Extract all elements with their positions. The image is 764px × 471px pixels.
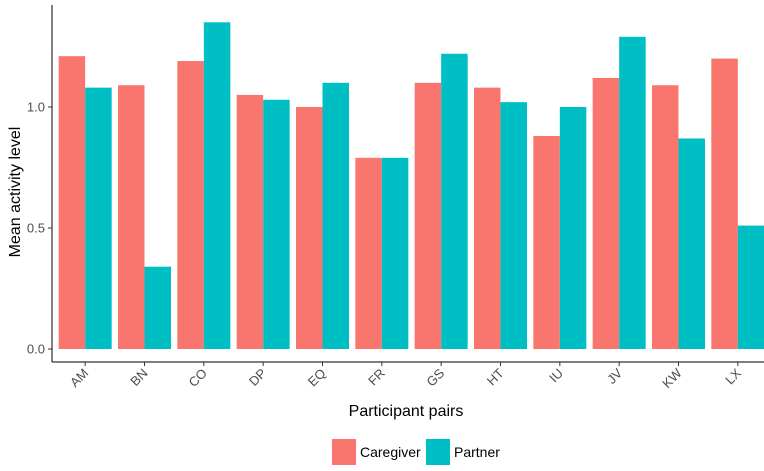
x-axis-title: Participant pairs bbox=[349, 403, 464, 420]
x-tick-label: JV bbox=[604, 365, 626, 387]
bar-partner-lx bbox=[737, 225, 764, 349]
bar-caregiver-ht bbox=[474, 87, 501, 349]
x-tick-label: HT bbox=[484, 365, 507, 388]
legend-label-caregiver: Caregiver bbox=[360, 444, 421, 460]
bar-partner-dp bbox=[263, 99, 290, 350]
bar-partner-fr bbox=[381, 157, 409, 349]
y-tick-label: 1.0 bbox=[27, 100, 45, 115]
legend-swatch-partner bbox=[426, 439, 450, 465]
x-tick-label: IU bbox=[546, 366, 566, 386]
bars-layer bbox=[58, 22, 764, 350]
axes-layer bbox=[51, 5, 764, 363]
x-tick-label: EQ bbox=[305, 366, 329, 390]
x-tick-label: DP bbox=[246, 366, 269, 389]
bar-partner-am bbox=[85, 87, 112, 349]
x-tick-label: AM bbox=[67, 366, 91, 390]
bar-caregiver-co bbox=[177, 61, 204, 350]
bar-partner-kw bbox=[678, 138, 705, 349]
y-axis-title: Mean activity level bbox=[7, 127, 24, 258]
bar-caregiver-jv bbox=[592, 77, 620, 350]
bar-caregiver-kw bbox=[652, 85, 679, 349]
bar-caregiver-lx bbox=[711, 58, 738, 349]
bar-partner-ht bbox=[500, 102, 527, 349]
bar-caregiver-iu bbox=[533, 136, 560, 349]
bar-partner-iu bbox=[559, 107, 587, 349]
x-tick-label: FR bbox=[365, 366, 388, 389]
y-tick-label: 0.0 bbox=[27, 342, 45, 357]
y-tick-label: 0.5 bbox=[27, 221, 45, 236]
legend-label-partner: Partner bbox=[454, 444, 500, 460]
bar-partner-bn bbox=[144, 266, 171, 349]
bar-caregiver-dp bbox=[236, 94, 264, 350]
x-tick-label: LX bbox=[722, 365, 744, 387]
bar-caregiver-bn bbox=[118, 85, 145, 349]
bar-partner-eq bbox=[322, 82, 349, 350]
x-tick-label: GS bbox=[423, 365, 447, 389]
bar-caregiver-fr bbox=[355, 157, 382, 349]
bar-caregiver-gs bbox=[414, 82, 442, 350]
bar-partner-jv bbox=[619, 36, 646, 349]
bar-caregiver-eq bbox=[296, 107, 323, 349]
bar-partner-gs bbox=[441, 53, 468, 349]
bar-caregiver-am bbox=[58, 56, 86, 350]
x-tick-label: BN bbox=[127, 366, 150, 389]
bar-partner-co bbox=[203, 22, 231, 350]
legend: Caregiver Partner bbox=[332, 439, 500, 465]
legend-swatch-caregiver bbox=[332, 439, 356, 465]
x-tick-label: KW bbox=[659, 365, 685, 391]
x-tick-label: CO bbox=[186, 366, 210, 390]
